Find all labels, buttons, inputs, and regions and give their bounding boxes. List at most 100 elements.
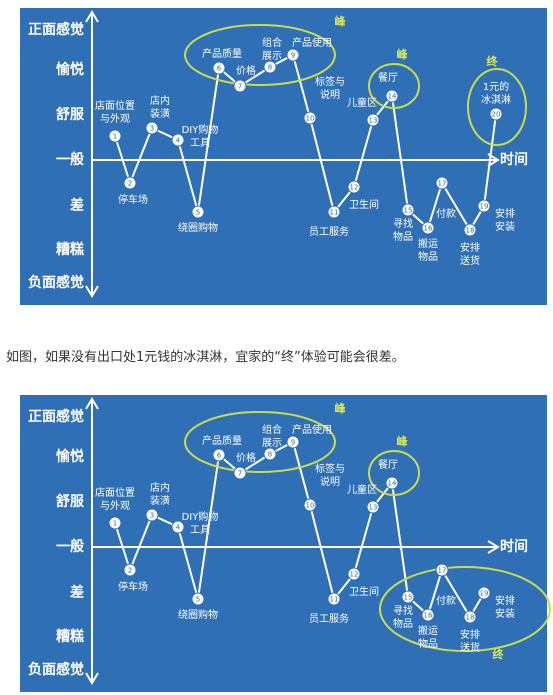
node-label: 绕圈购物 <box>178 221 218 234</box>
node-number: 15 <box>404 594 413 602</box>
time-label: 时间 <box>500 151 528 168</box>
node <box>385 476 399 490</box>
node <box>263 60 277 74</box>
node-label: 组合 <box>262 423 282 436</box>
node <box>435 176 449 190</box>
node-label: 送货 <box>460 254 480 267</box>
node <box>401 590 415 604</box>
node-number: 18 <box>466 614 475 622</box>
node-number: 15 <box>404 207 413 215</box>
node <box>263 447 277 461</box>
node-label: 与外观 <box>100 113 130 125</box>
highlight-ellipse <box>184 411 336 473</box>
node-label: 送货 <box>460 641 480 654</box>
node-label: 组合 <box>262 36 282 49</box>
node-label: 物品 <box>418 250 438 263</box>
axis-label: 正面感觉 <box>28 21 84 38</box>
node-label: 标签与 <box>315 462 345 475</box>
node-label: 物品 <box>393 617 413 630</box>
node-label: 1元的 <box>483 80 509 93</box>
node-label: 安排 <box>495 207 515 220</box>
node-label: 店内 <box>150 94 170 107</box>
highlight-label: 峰 <box>397 434 409 448</box>
node-number: 10 <box>306 502 315 510</box>
node-label: 餐厅 <box>378 458 398 471</box>
node-label: 与外观 <box>100 500 130 512</box>
axis-label: 差 <box>70 584 84 601</box>
node <box>421 608 435 622</box>
node <box>421 221 435 235</box>
node-label: 店面位置 <box>95 486 135 499</box>
highlight-label: 终 <box>493 647 505 661</box>
node <box>191 592 205 606</box>
node <box>366 500 380 514</box>
node-number: 3 <box>150 512 154 520</box>
node-label: 安排 <box>460 241 480 254</box>
node-label: 展示 <box>262 437 282 449</box>
node-label: 安排 <box>495 594 515 607</box>
node-label: 停车场 <box>118 580 148 593</box>
figure: 时间正面感觉愉悦舒服一般差糟糕负面感觉峰峰终1店面位置与外观2停车场3店内装潢4… <box>20 395 551 692</box>
node-number: 19 <box>480 590 489 598</box>
node-number: 17 <box>438 567 447 575</box>
node-label: 说明 <box>320 475 340 488</box>
node <box>171 520 185 534</box>
node-label: 价格 <box>236 451 256 464</box>
axis-label: 愉悦 <box>56 448 84 465</box>
node-label: 物品 <box>418 637 438 650</box>
axis-arrow <box>85 397 99 685</box>
node-number: 16 <box>424 612 433 620</box>
node-number: 16 <box>424 225 433 233</box>
node <box>123 176 137 190</box>
highlight-label: 峰 <box>335 14 347 28</box>
node-label: 绕圈购物 <box>178 608 218 621</box>
caption: 如图，如果没有出口处1元钱的冰淇淋，宜家的“终”体验可能会很差。 <box>6 350 405 365</box>
node-number: 9 <box>291 439 295 447</box>
node <box>366 113 380 127</box>
node-number: 6 <box>217 65 222 73</box>
node <box>477 586 491 600</box>
axis-label: 糟糕 <box>56 241 84 258</box>
axis-label: 舒服 <box>56 493 85 510</box>
node-label: 搬运 <box>418 624 438 637</box>
axis-arrow <box>85 10 99 298</box>
node-label: 寻找 <box>393 217 413 230</box>
node-number: 9 <box>291 52 295 60</box>
axis-label: 愉悦 <box>56 61 84 78</box>
node-label: 说明 <box>320 88 340 101</box>
node <box>286 435 300 449</box>
node <box>385 89 399 103</box>
node-label: 标签与 <box>315 75 345 88</box>
axis-label: 一般 <box>56 151 84 168</box>
highlight-ellipse <box>467 68 527 146</box>
node-label: 产品使用 <box>292 36 332 49</box>
node-label: 工具 <box>190 137 210 149</box>
node-label: 产品使用 <box>292 423 332 436</box>
node-label: 搬运 <box>418 237 438 250</box>
node-number: 17 <box>438 180 447 188</box>
highlight-label: 峰 <box>397 47 409 61</box>
highlight-ellipse <box>379 566 551 652</box>
node-number: 2 <box>128 180 132 188</box>
node-number: 5 <box>196 596 200 604</box>
node <box>489 107 503 121</box>
node-number: 13 <box>369 504 378 512</box>
node-number: 12 <box>350 571 359 579</box>
axis-label: 糟糕 <box>56 628 84 645</box>
node-label: 安排 <box>460 628 480 641</box>
node-number: 7 <box>238 470 242 478</box>
node-label: 停车场 <box>118 193 148 206</box>
node-label: 付款 <box>436 207 456 220</box>
node <box>212 448 226 462</box>
node-label: 工具 <box>190 524 210 536</box>
node-number: 19 <box>480 203 489 211</box>
node-label: 儿童区 <box>347 96 377 109</box>
node <box>123 563 137 577</box>
node <box>347 567 361 581</box>
node <box>401 203 415 217</box>
node <box>145 121 159 135</box>
figure-background <box>20 395 547 692</box>
node-number: 8 <box>268 451 272 459</box>
node <box>233 79 247 93</box>
highlight-label: 终 <box>487 54 499 68</box>
